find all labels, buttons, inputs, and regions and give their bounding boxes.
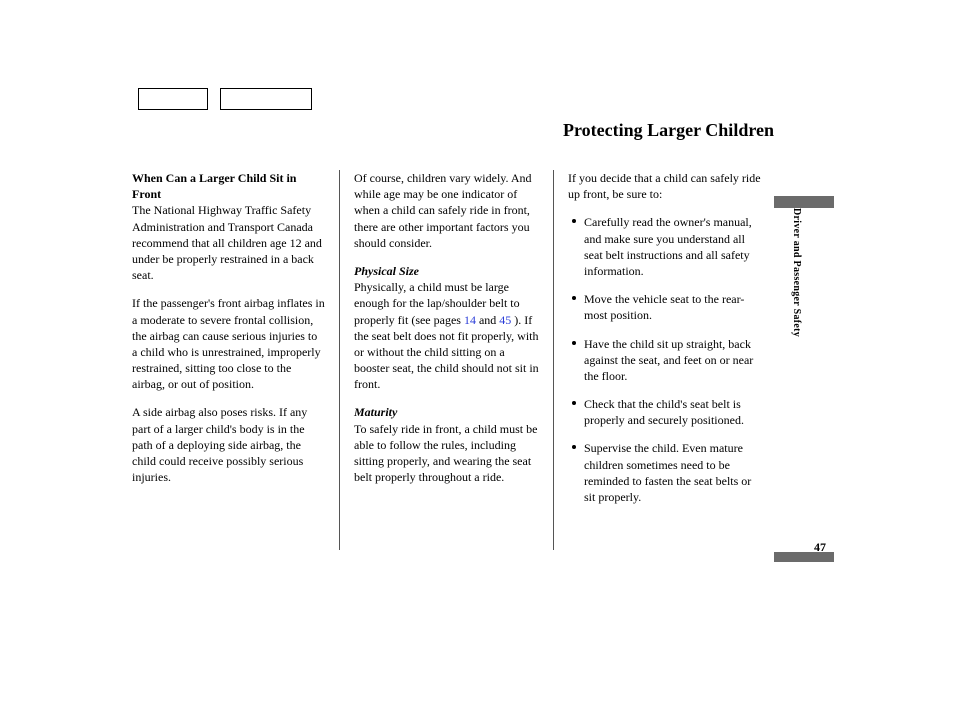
col2-maturity-heading: Maturity [354,405,397,419]
column-2: Of course, children vary widely. And whi… [340,170,554,550]
col2-p2b: and [476,313,499,327]
bullet-2: Move the vehicle seat to the rear-most p… [572,291,764,323]
section-label: Driver and Passenger Safety [791,208,802,337]
col2-p3: To safely ride in front, a child must be… [354,422,537,485]
column-3: If you decide that a child can safely ri… [554,170,778,550]
col1-p2: If the passenger's front airbag inflates… [132,295,325,392]
bullet-3: Have the child sit up straight, back aga… [572,336,764,385]
side-tab-top [774,196,834,208]
bullet-5: Supervise the child. Even mature childre… [572,440,764,505]
header-box-1 [138,88,208,110]
col1-heading: When Can a Larger Child Sit in Front [132,171,296,201]
bullet-4: Check that the child's seat belt is prop… [572,396,764,428]
side-tab-bottom [774,552,834,562]
page-link-14[interactable]: 14 [464,313,476,327]
col1-p3: A side airbag also poses risks. If any p… [132,404,325,485]
content-columns: When Can a Larger Child Sit in Front The… [118,170,778,550]
col2-p1: Of course, children vary widely. And whi… [354,170,539,251]
col3-bullets: Carefully read the owner's manual, and m… [568,214,764,505]
header-boxes [138,88,312,110]
page-title: Protecting Larger Children [563,120,774,141]
col2-physical-size-heading: Physical Size [354,264,419,278]
page-link-45[interactable]: 45 [499,313,511,327]
col3-p1: If you decide that a child can safely ri… [568,170,764,202]
header-box-2 [220,88,312,110]
column-1: When Can a Larger Child Sit in Front The… [118,170,340,550]
col1-p1: The National Highway Traffic Safety Admi… [132,203,322,282]
bullet-1: Carefully read the owner's manual, and m… [572,214,764,279]
